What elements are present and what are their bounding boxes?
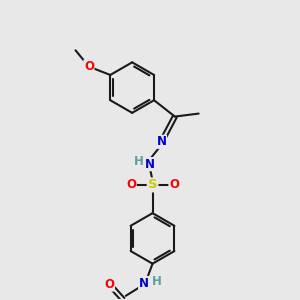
Text: S: S <box>148 178 158 191</box>
Text: N: N <box>157 135 166 148</box>
Text: H: H <box>152 275 162 288</box>
Text: O: O <box>84 60 94 73</box>
Text: N: N <box>145 158 155 171</box>
Text: O: O <box>104 278 115 291</box>
Text: H: H <box>134 154 144 168</box>
Text: O: O <box>126 178 136 191</box>
Text: N: N <box>139 277 148 290</box>
Text: O: O <box>169 178 179 191</box>
